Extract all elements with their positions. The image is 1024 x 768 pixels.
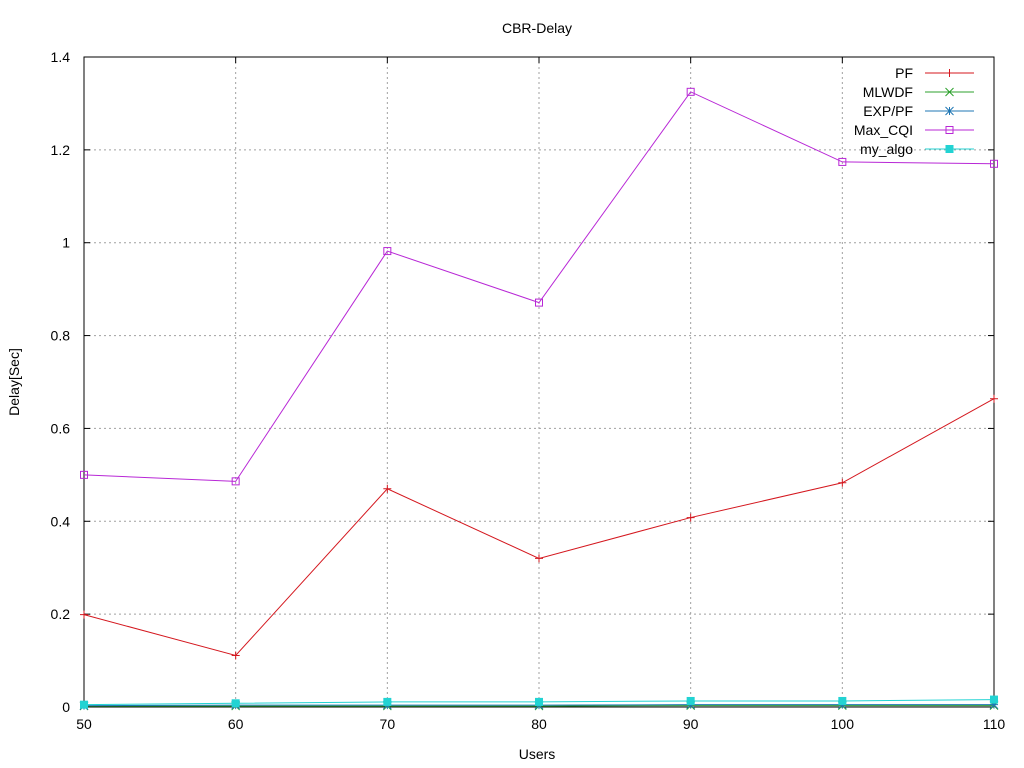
data-point-my-algo <box>686 696 695 705</box>
y-tick-label: 0.8 <box>51 328 71 344</box>
legend-label-mlwdf: MLWDF <box>863 84 913 100</box>
data-point-pf <box>990 394 998 403</box>
x-tick-label: 50 <box>76 716 92 732</box>
data-point-pf <box>231 651 240 660</box>
legend-marker-exp-pf <box>945 106 954 116</box>
legend-marker-max-cqi <box>945 126 954 134</box>
y-tick-label: 0.6 <box>51 420 71 436</box>
y-tick-label: 0 <box>62 699 70 715</box>
data-point-pf <box>80 610 88 619</box>
data-point-my-algo <box>383 697 392 706</box>
chart-title: CBR-Delay <box>502 20 572 36</box>
series-max-cqi <box>80 87 998 486</box>
x-tick-label: 80 <box>531 716 547 732</box>
data-point-max-cqi <box>686 87 695 96</box>
grid <box>84 57 994 707</box>
series-layer <box>79 87 999 711</box>
y-tick-label: 1 <box>62 235 70 251</box>
data-point-pf <box>838 478 847 487</box>
legend-label-my-algo: my_algo <box>860 141 913 157</box>
y-tick-label: 1.2 <box>51 142 71 158</box>
x-tick-label: 110 <box>983 716 1006 732</box>
y-tick-label: 1.4 <box>51 49 71 65</box>
data-point-my-algo <box>535 697 543 706</box>
data-point-exp-pf <box>989 700 999 710</box>
data-point-pf <box>686 513 695 522</box>
data-point-max-cqi <box>838 157 847 166</box>
legend-label-exp-pf: EXP/PF <box>863 103 913 119</box>
x-tick-label: 90 <box>683 716 699 732</box>
legend-marker-mlwdf <box>945 87 954 97</box>
data-point-my-algo <box>838 696 847 705</box>
x-axis-title: Users <box>519 746 556 762</box>
data-point-max-cqi <box>383 247 392 256</box>
data-point-max-cqi <box>535 298 543 307</box>
legend-label-pf: PF <box>895 65 913 81</box>
series-my-algo <box>80 695 998 709</box>
data-point-pf <box>383 484 392 493</box>
x-tick-label: 100 <box>831 716 855 732</box>
x-tick-label: 70 <box>380 716 396 732</box>
axis-ticks: 50 60 70 80 90 100 110 0 0.2 0.4 0.6 0.8 1 1.2 1.4 <box>51 49 1006 732</box>
legend-marker-my-algo <box>945 145 954 153</box>
x-tick-label: 60 <box>228 716 244 732</box>
data-point-my-algo <box>231 699 240 708</box>
data-point-max-cqi <box>990 159 998 168</box>
data-point-max-cqi <box>80 470 88 479</box>
legend: PF MLWDF EXP/PF Max_CQI my_algo <box>854 65 974 157</box>
legend-marker-pf <box>945 69 954 77</box>
data-point-pf <box>535 554 543 563</box>
y-axis-title: Delay[Sec] <box>6 348 22 416</box>
y-tick-label: 0.4 <box>51 513 71 529</box>
series-pf <box>80 394 998 660</box>
legend-label-max-cqi: Max_CQI <box>854 122 913 138</box>
series-line-max-cqi <box>83 91 995 482</box>
data-point-max-cqi <box>231 477 240 486</box>
data-point-my-algo <box>80 700 88 709</box>
y-tick-label: 0.2 <box>51 606 71 622</box>
data-point-my-algo <box>990 695 998 704</box>
